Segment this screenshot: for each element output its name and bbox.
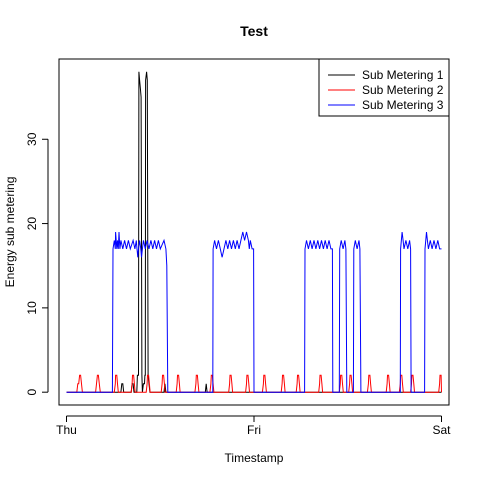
y-tick-label: 20: [25, 217, 39, 231]
y-tick-label: 0: [25, 389, 39, 396]
x-axis-label: Timestamp: [225, 451, 284, 465]
plot-series: [66, 71, 442, 393]
legend-box: [318, 58, 450, 117]
chart-title: Test: [240, 23, 268, 39]
x-tick-label: Sat: [432, 423, 451, 437]
x-tick-label: Fri: [247, 423, 261, 437]
y-axis-label: Energy sub metering: [3, 177, 17, 288]
plot-frame: [58, 58, 450, 406]
x-tick-label: Thu: [56, 423, 77, 437]
legend-label-2: Sub Metering 2: [362, 83, 444, 97]
legend-label-3: Sub Metering 3: [362, 98, 444, 112]
legend-label-1: Sub Metering 1: [362, 68, 444, 82]
x-axis: Thu Fri Sat: [56, 415, 451, 437]
y-axis: 0 10 20 30: [25, 132, 49, 396]
y-tick-label: 10: [25, 301, 39, 315]
series-line-3: [66, 231, 442, 393]
y-tick-label: 30: [25, 132, 39, 146]
